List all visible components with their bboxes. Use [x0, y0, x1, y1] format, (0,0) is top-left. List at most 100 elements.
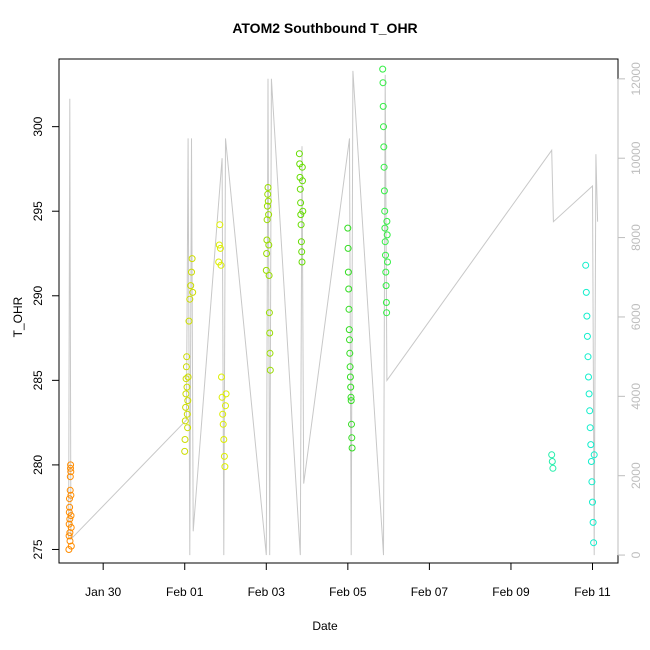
- data-point: [67, 461, 75, 469]
- y2-tick-label: 6000: [629, 303, 643, 330]
- data-point: [66, 537, 74, 545]
- data-point: [220, 452, 228, 460]
- y2-tick-label: 2000: [629, 462, 643, 489]
- data-point: [188, 255, 196, 263]
- data-point: [222, 390, 230, 398]
- data-point: [215, 241, 223, 249]
- data-point: [380, 163, 388, 171]
- data-point: [380, 123, 387, 131]
- data-point: [182, 375, 190, 383]
- data-point: [297, 211, 305, 219]
- data-point: [263, 216, 271, 224]
- data-point: [344, 224, 352, 232]
- data-point: [295, 150, 303, 158]
- data-point: [66, 495, 73, 503]
- data-point: [381, 207, 389, 215]
- plot-frame: [58, 58, 619, 564]
- data-point: [66, 486, 74, 494]
- data-point: [66, 515, 74, 523]
- y-tick-label: 300: [31, 116, 45, 136]
- y-tick-label: 285: [31, 370, 45, 390]
- data-point: [585, 390, 593, 398]
- data-point: [222, 402, 229, 410]
- data-point: [582, 288, 590, 296]
- data-point: [217, 261, 225, 269]
- data-point: [383, 309, 391, 317]
- data-point: [185, 317, 193, 325]
- data-point: [348, 420, 355, 428]
- data-point: [585, 373, 592, 381]
- data-point: [346, 349, 354, 357]
- y2-tick-label: 12000: [629, 62, 643, 96]
- x-tick-label: Feb 11: [574, 585, 611, 599]
- data-point: [298, 258, 306, 266]
- data-point: [188, 268, 195, 276]
- data-point: [265, 272, 273, 279]
- data-point: [184, 373, 192, 381]
- x-tick-label: Feb 01: [166, 585, 204, 599]
- data-point: [347, 383, 355, 391]
- data-point: [65, 520, 73, 528]
- data-point: [299, 207, 307, 215]
- data-point: [346, 336, 353, 344]
- data-point: [220, 436, 228, 443]
- y-tick-label: 275: [31, 539, 45, 559]
- data-point: [266, 349, 274, 357]
- x-axis-label: Date: [312, 619, 338, 633]
- data-point: [297, 238, 305, 246]
- data-point: [587, 458, 595, 465]
- data-point: [66, 503, 74, 511]
- data-point: [347, 397, 355, 405]
- data-point: [382, 251, 389, 259]
- data-point: [67, 524, 75, 531]
- data-point: [219, 420, 227, 428]
- data-point: [298, 248, 306, 256]
- data-point: [67, 464, 74, 472]
- data-point: [65, 508, 73, 516]
- y-tick-label: 295: [31, 201, 45, 221]
- data-point: [345, 326, 353, 334]
- data-point: [66, 473, 74, 481]
- data-point: [299, 177, 306, 185]
- x-tick-label: Feb 03: [248, 585, 286, 599]
- data-point: [583, 332, 591, 340]
- data-point: [379, 65, 387, 73]
- data-point: [344, 268, 352, 276]
- data-point: [184, 424, 192, 432]
- data-point: [182, 363, 190, 371]
- data-point: [589, 498, 596, 506]
- y-tick-label: 280: [31, 455, 45, 475]
- data-point: [584, 353, 592, 361]
- y2-tick-label: 4000: [629, 383, 643, 410]
- data-point: [298, 163, 306, 171]
- data-point: [264, 197, 272, 205]
- data-point: [264, 184, 272, 191]
- data-point: [346, 363, 354, 371]
- data-point: [216, 244, 224, 252]
- data-point: [181, 436, 189, 443]
- data-point: [67, 542, 75, 550]
- data-point: [549, 464, 557, 472]
- data-point: [181, 417, 189, 425]
- data-point: [66, 529, 74, 537]
- data-point: [67, 468, 75, 476]
- data-point: [583, 312, 591, 320]
- data-point: [187, 282, 195, 290]
- data-point: [379, 102, 387, 110]
- data-point: [582, 261, 590, 269]
- data-point: [380, 143, 388, 151]
- data-point: [67, 491, 75, 499]
- data-point: [587, 441, 595, 449]
- x-tick-label: Feb 07: [411, 585, 449, 599]
- x-tick-label: Feb 05: [329, 585, 367, 599]
- data-point: [297, 221, 305, 229]
- data-point: [296, 185, 304, 193]
- data-point: [183, 410, 191, 418]
- data-point: [382, 299, 390, 306]
- data-point: [348, 434, 356, 442]
- data-point: [266, 329, 274, 337]
- y2-tick-label: 10000: [629, 141, 643, 175]
- data-point: [347, 393, 355, 401]
- chart-title: ATOM2 Southbound T_OHR: [232, 20, 418, 36]
